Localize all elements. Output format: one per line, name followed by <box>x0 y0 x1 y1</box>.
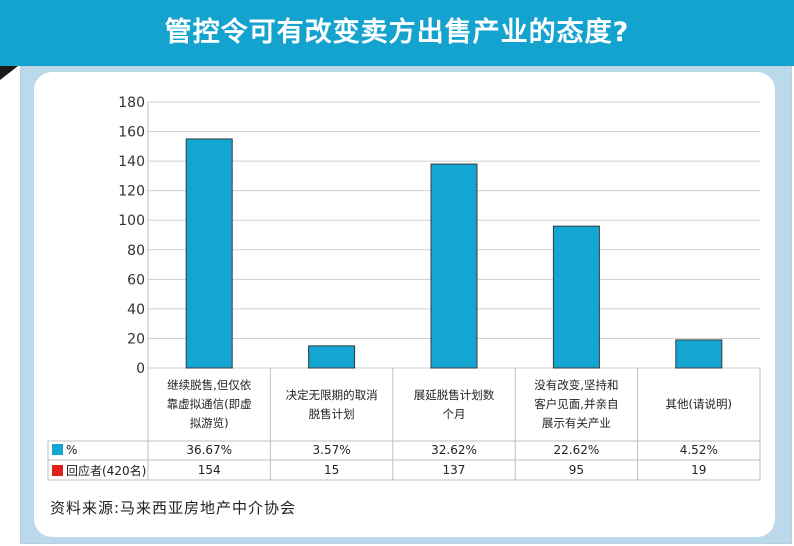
table-cell: 15 <box>323 463 340 477</box>
category-label: 展延脱售计划数 个月 <box>393 386 515 424</box>
y-tick-label: 40 <box>127 302 145 318</box>
category-label-line: 决定无限期的取消 <box>285 387 378 402</box>
category-label-line: 拟游览) <box>189 416 229 430</box>
y-tick-label: 80 <box>127 243 145 259</box>
table-cell: 19 <box>691 463 707 477</box>
bar <box>675 339 723 369</box>
table-cell: 4.52% <box>679 443 718 457</box>
y-tick-label: 140 <box>118 154 145 170</box>
legend-swatch <box>52 444 63 455</box>
table-cell: 137 <box>442 463 466 477</box>
table-cell: 3.57% <box>312 443 351 457</box>
category-label-line: 继续脱售,但仅依 <box>167 378 252 392</box>
legend-swatch <box>52 465 63 476</box>
category-label: 继续脱售,但仅依 靠虚拟通信(即虚 拟游览) <box>148 376 270 433</box>
y-tick-label: 100 <box>118 213 145 229</box>
category-label-line: 其他(请说明) <box>665 397 733 411</box>
source-note: 资料来源:马来西亚房地产中介协会 <box>50 499 297 517</box>
category-label-line: 靠虚拟通信(即虚 <box>166 397 252 411</box>
category-label-line: 展延脱售计划数 <box>413 387 495 402</box>
category-label: 没有改变,坚持和 客户见面,并亲自 展示有关产业 <box>515 376 637 433</box>
table-row-header: % <box>52 443 77 457</box>
category-label-line: 客户见面,并亲自 <box>534 397 619 411</box>
table-cell: 154 <box>197 463 221 477</box>
bar <box>552 225 600 369</box>
bar <box>430 163 478 369</box>
y-tick-label: 0 <box>136 361 145 377</box>
y-tick-label: 20 <box>127 331 145 347</box>
table-row-label: % <box>66 443 78 457</box>
y-tick-label: 180 <box>118 95 145 111</box>
bar <box>308 345 356 369</box>
category-label-line: 展示有关产业 <box>541 416 611 430</box>
category-label-line: 个月 <box>442 406 466 421</box>
bar <box>185 138 233 369</box>
table-cell: 36.67% <box>186 443 233 457</box>
category-label-line: 没有改变,坚持和 <box>534 378 619 392</box>
category-label-line: 脱售计划 <box>308 406 355 421</box>
category-label: 决定无限期的取消 脱售计划 <box>270 386 392 424</box>
table-cell: 32.62% <box>431 443 477 457</box>
table-cell: 95 <box>568 463 585 477</box>
y-tick-label: 60 <box>127 272 145 288</box>
table-row-header: 回应者(420名) <box>52 462 146 479</box>
y-tick-label: 120 <box>118 184 145 200</box>
page-title: 管控令可有改变卖方出售产业的态度? <box>164 17 630 48</box>
category-label: 其他(请说明) <box>638 395 760 414</box>
table-cell: 22.62% <box>553 443 600 457</box>
title-fold-corner <box>0 66 18 80</box>
title-bar <box>0 0 794 66</box>
y-tick-label: 160 <box>118 125 145 141</box>
table-row-label: 回应者(420名) <box>66 464 147 478</box>
